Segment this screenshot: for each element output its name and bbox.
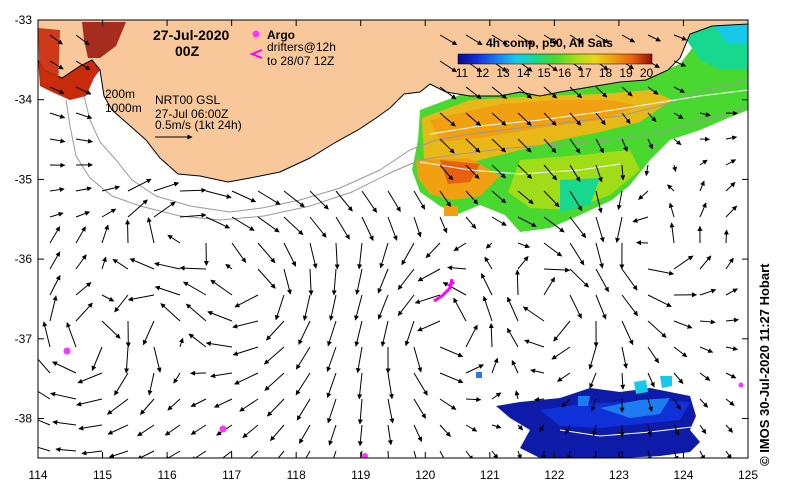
colorbar-tick-label: 14	[517, 66, 531, 80]
x-tick-label: 119	[351, 468, 370, 482]
y-tick-label: -33	[15, 13, 33, 27]
contour-1000m-label: 1000m	[105, 101, 142, 115]
drifter-tracks	[433, 278, 455, 303]
scale-label: 0.5m/s (1kt 24h)	[155, 118, 242, 132]
argo-legend-icon	[252, 30, 260, 38]
y-tick-label: -34	[15, 93, 33, 107]
x-tick-label: 122	[544, 468, 564, 482]
colorbar-tick-label: 20	[640, 66, 654, 80]
x-tick-label: 116	[158, 468, 177, 482]
x-tick-label: 123	[609, 468, 629, 482]
y-tick-label: -37	[15, 332, 33, 346]
y-tick-label: -35	[15, 172, 33, 186]
colorbar-ticks: 11 12 13 14 15 16 17 18 19 20	[456, 66, 654, 80]
x-tick-label: 118	[287, 468, 306, 482]
drifters-label: drifters@12h	[267, 40, 336, 54]
argo-label: Argo	[267, 28, 295, 42]
axis-ticks: 114 115 116 117 118 119 120 121 122 123 124 125 -33 -…	[15, 13, 759, 482]
colorbar-tick-label: 15	[537, 66, 551, 80]
x-tick-label: 117	[222, 468, 241, 482]
x-tick-label: 124	[673, 468, 693, 482]
credit-label: © IMOS 30-Jul-2020 11:27 Hobart	[757, 263, 772, 467]
colorbar-title: 4h comp, p50, All Sats	[486, 36, 613, 50]
product-name: NRT00 GSL	[155, 93, 220, 107]
colorbar	[457, 53, 653, 65]
current-vectors	[38, 34, 739, 458]
plot-frame	[37, 19, 749, 459]
colorbar-tick-label: 18	[599, 66, 613, 80]
colorbar-tick-label: 11	[456, 66, 469, 80]
y-tick-label: -36	[15, 252, 33, 266]
colorbar-tick-label: 17	[578, 66, 592, 80]
colorbar-tick-label: 19	[619, 66, 633, 80]
x-tick-label: 115	[93, 468, 112, 482]
colorbar-tick-label: 12	[476, 66, 490, 80]
colorbar-tick-label: 16	[558, 66, 572, 80]
drifter-legend-icon	[249, 49, 263, 59]
argo-floats	[63, 347, 744, 458]
x-tick-label: 121	[480, 468, 500, 482]
x-tick-label: 125	[738, 468, 758, 482]
date-label: 27-Jul-2020	[153, 27, 229, 43]
y-tick-label: -38	[15, 412, 33, 426]
colorbar-tick-label: 13	[496, 66, 510, 80]
x-tick-label: 120	[415, 468, 435, 482]
product-time: 27-Jul 06:00Z	[155, 107, 228, 121]
contour-200m-label: 200m	[105, 87, 135, 101]
hour-label: 00Z	[175, 43, 200, 59]
drifters-sub-label: to 28/07 12Z	[267, 54, 334, 68]
x-tick-label: 114	[28, 468, 47, 482]
